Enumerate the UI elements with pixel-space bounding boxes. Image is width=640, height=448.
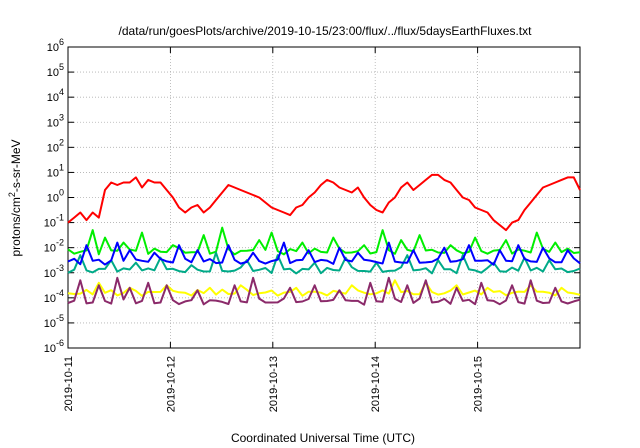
y-tick-label: 105	[47, 62, 64, 79]
chart-title: /data/run/goesPlots/archive/2019-10-15/2…	[119, 24, 533, 38]
y-axis-label: protons/cm2-s-sr-MeV	[7, 139, 23, 256]
series-line-0	[67, 173, 581, 232]
y-axis-label-rest: -s-sr-MeV	[9, 139, 23, 192]
y-tick-label: 104	[47, 87, 64, 104]
y-tick-label: 10-3	[44, 263, 64, 280]
y-tick-label: 102	[47, 137, 64, 154]
y-tick-label: 10-6	[44, 338, 64, 355]
y-tick-label: 100	[47, 188, 64, 205]
y-tick-label: 103	[47, 112, 64, 129]
series-line-1	[67, 226, 581, 256]
y-tick-label: 10-1	[44, 213, 64, 230]
y-tick-label: 10-2	[44, 238, 64, 255]
x-tick-label: 2019-10-14	[370, 356, 382, 412]
x-axis-label: Coordinated Universal Time (UTC)	[231, 431, 415, 445]
y-tick-label: 10-5	[44, 313, 64, 330]
y-axis-label-main: protons/cm	[9, 197, 23, 256]
y-tick-label: 106	[47, 37, 64, 54]
series-layer	[67, 173, 581, 306]
y-tick-label: 101	[47, 162, 64, 179]
y-tick-label: 10-4	[44, 288, 64, 305]
grid-lines	[68, 47, 580, 348]
x-tick-label: 2019-10-11	[63, 356, 75, 411]
y-axis-ticks: 10-6 10-5 10-4 10-3 10-2 10-1 100 101 102 103 104 1…	[44, 37, 580, 355]
x-tick-label: 2019-10-12	[165, 356, 177, 412]
series-line-5	[67, 276, 581, 306]
series-line-3	[67, 241, 581, 266]
x-axis-ticks: 2019-10-11 2019-10-12 2019-10-13 2019-10-14…	[63, 47, 485, 412]
x-tick-label: 2019-10-15	[473, 356, 485, 412]
x-tick-label: 2019-10-13	[268, 356, 280, 412]
series-line-4	[67, 279, 581, 297]
y-axis-label-sup: 2	[7, 192, 17, 197]
